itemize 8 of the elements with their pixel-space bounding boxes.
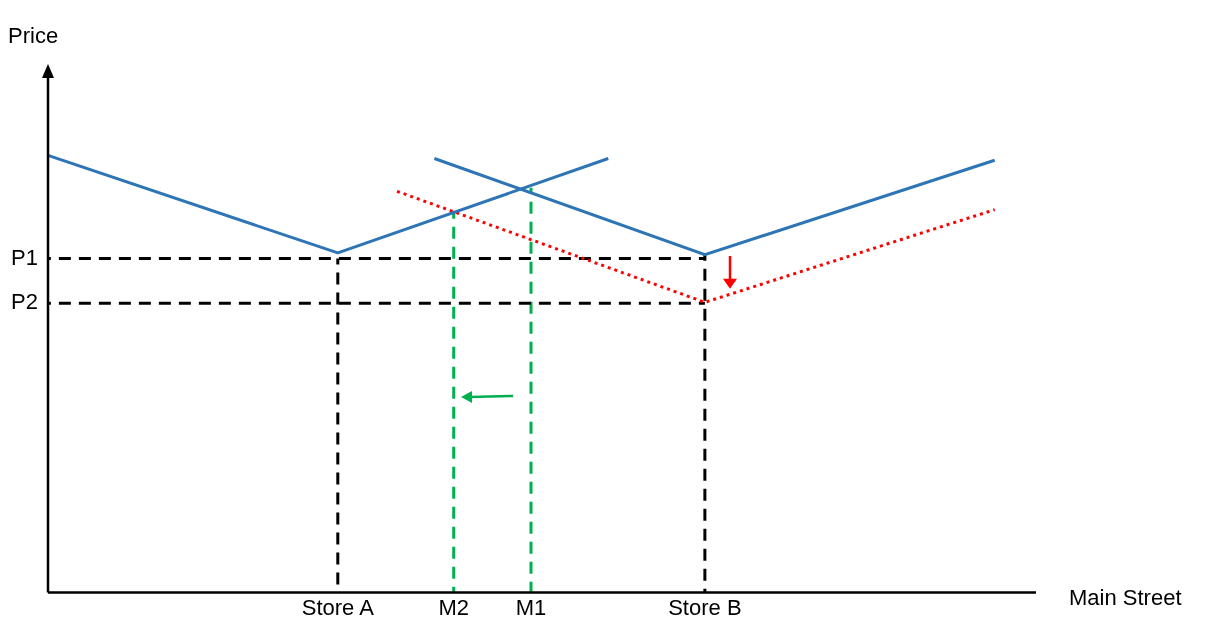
- x-tick-label: M1: [515, 594, 547, 620]
- series-label: P1: [11, 244, 38, 270]
- x-tick-label: Store B: [668, 594, 742, 620]
- x-tick-label: M2: [438, 594, 469, 620]
- y-axis-title: Price: [8, 23, 59, 49]
- x-axis-title: Main Street: [1069, 584, 1182, 610]
- x-tick-label: Store A: [301, 594, 375, 620]
- series-label: P2: [11, 289, 38, 315]
